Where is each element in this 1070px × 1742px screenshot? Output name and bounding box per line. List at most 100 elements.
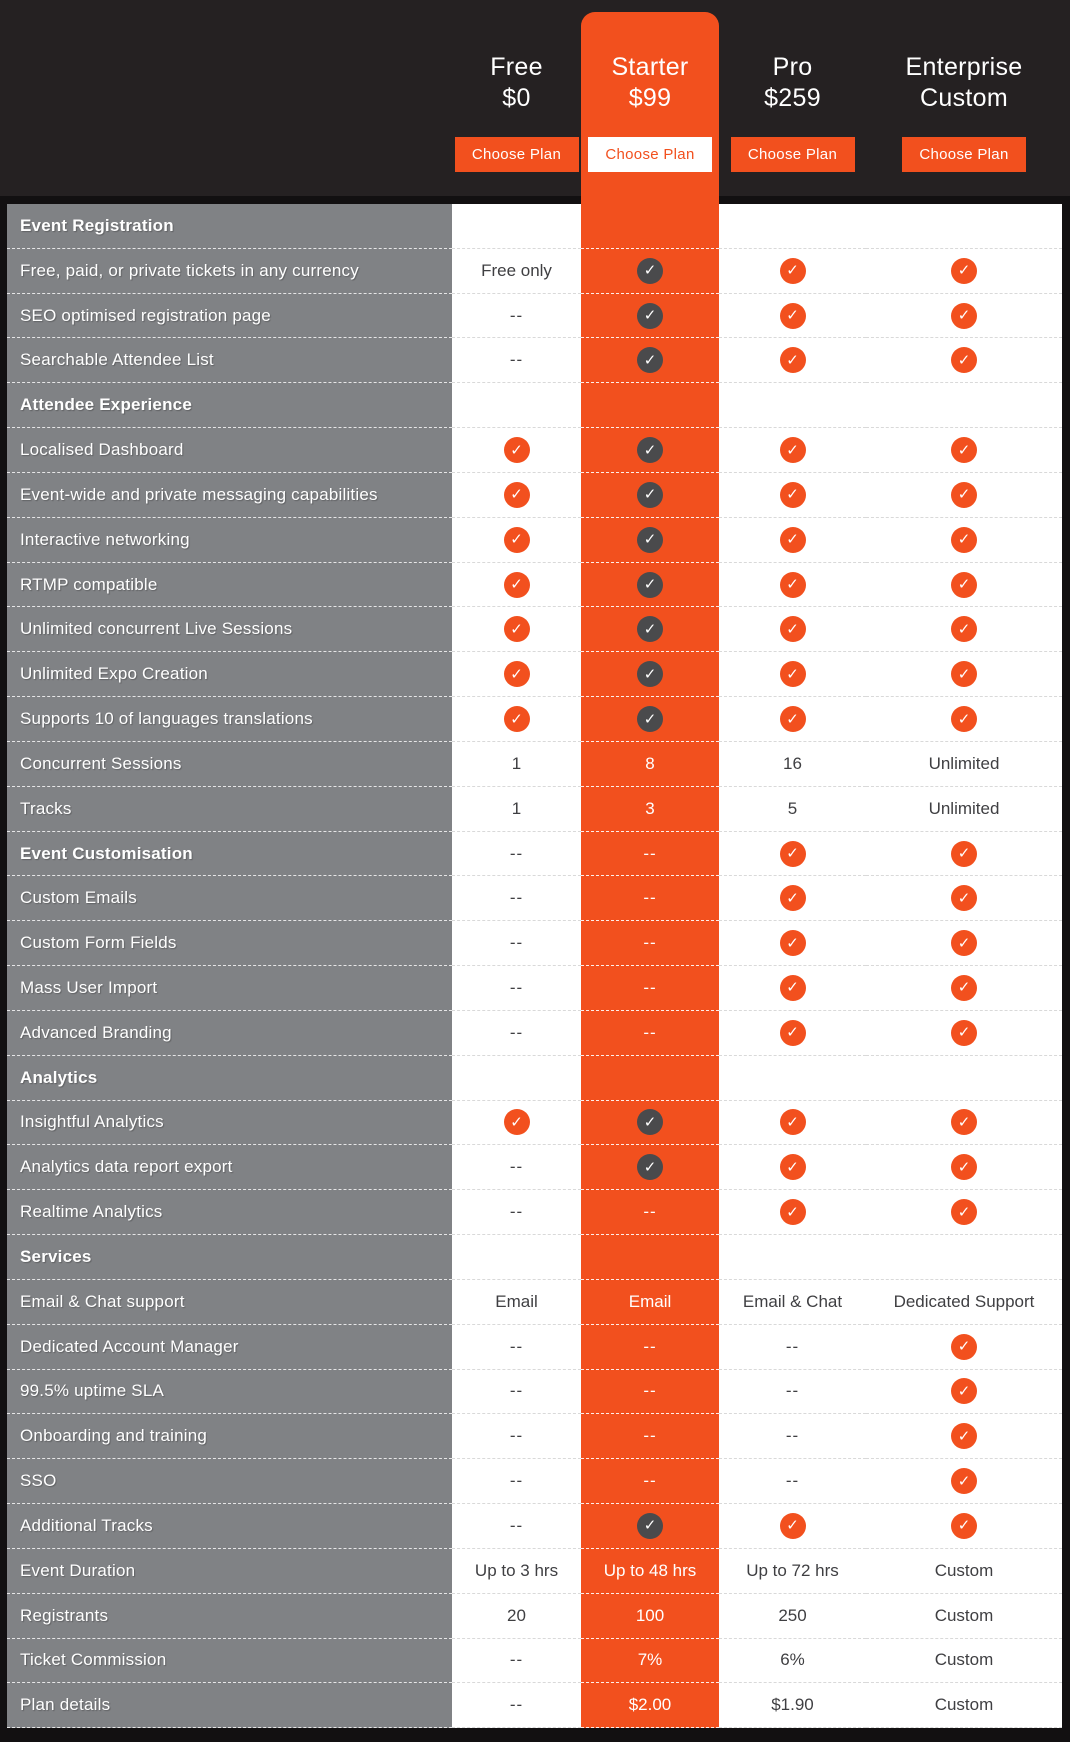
plan-value-cell: ✓ [452, 607, 581, 653]
plan-value-cell: -- [452, 1414, 581, 1460]
feature-row: SEO optimised registration page -- ✓ ✓ ✓ [7, 293, 1062, 339]
feature-row: Email & Chat support Email Email Email & Ch… [7, 1279, 1062, 1325]
value-text: Email & Chat [742, 1291, 843, 1311]
plan-value-cell: 100 [581, 1593, 719, 1639]
plan-value-cell [866, 383, 1062, 429]
check-icon: ✓ [951, 571, 977, 598]
plan-value-cell: ✓ [866, 1145, 1062, 1191]
plan-value-cell: ✓ [581, 428, 719, 473]
plan-value-cell: ✓ [719, 652, 866, 698]
plan-value-cell: ✓ [719, 248, 866, 294]
plan-value-cell: ✓ [719, 831, 866, 877]
plan-value-cell [719, 204, 866, 249]
check-icon: ✓ [779, 706, 806, 733]
feature-label: Realtime Analytics [7, 1190, 452, 1236]
plan-value-cell: -- [581, 1459, 719, 1505]
plan-value-cell: ✓ [452, 517, 581, 563]
not-included-dashes: -- [643, 1336, 657, 1356]
plan-header-enterprise: Enterprise Custom Choose Plan [866, 0, 1062, 196]
choose-plan-button-pro[interactable]: Choose Plan [730, 137, 855, 172]
check-icon: ✓ [637, 1109, 663, 1136]
choose-plan-button-enterprise[interactable]: Choose Plan [902, 137, 1026, 172]
feature-row: Realtime Analytics -- -- ✓ ✓ [7, 1190, 1062, 1236]
check-icon: ✓ [951, 974, 977, 1001]
plan-value-cell: Custom [866, 1683, 1062, 1729]
plan-value-cell: ✓ [581, 652, 719, 698]
value-text: 8 [645, 753, 655, 773]
section-title: Analytics [7, 1055, 452, 1101]
check-icon: ✓ [503, 616, 530, 643]
section-title: Event Customisation [7, 831, 452, 877]
plan-value-cell: ✓ [719, 1190, 866, 1236]
check-icon: ✓ [779, 526, 806, 553]
not-included-dashes: -- [509, 888, 524, 908]
check-icon: ✓ [951, 1154, 977, 1181]
check-icon: ✓ [779, 347, 806, 374]
plan-value-cell: ✓ [719, 1100, 866, 1146]
choose-plan-button-starter[interactable]: Choose Plan [588, 137, 712, 172]
plan-value-cell [581, 204, 719, 249]
check-icon: ✓ [503, 437, 530, 464]
check-icon: ✓ [637, 1154, 663, 1181]
feature-row: Custom Form Fields -- -- ✓ ✓ [7, 921, 1062, 967]
not-included-dashes: -- [509, 1381, 524, 1401]
plan-value-cell: ✓ [581, 338, 719, 384]
plan-value-cell: ✓ [581, 293, 719, 339]
feature-row: Unlimited concurrent Live Sessions ✓ ✓ ✓ ✓ [7, 607, 1062, 653]
plan-value-cell: Free only [452, 248, 581, 294]
plan-value-cell: Unlimited [866, 741, 1062, 787]
plan-value-cell: 3 [581, 786, 719, 832]
value-text: Email [628, 1291, 672, 1311]
feature-row: Localised Dashboard ✓ ✓ ✓ ✓ [7, 428, 1062, 473]
check-icon: ✓ [637, 302, 663, 329]
feature-row: Insightful Analytics ✓ ✓ ✓ ✓ [7, 1100, 1062, 1146]
plan-value-cell [581, 1235, 719, 1280]
feature-row: RTMP compatible ✓ ✓ ✓ ✓ [7, 562, 1062, 608]
plan-value-cell: 250 [719, 1593, 866, 1639]
section-title: Attendee Experience [7, 383, 452, 429]
not-included-dashes: -- [509, 350, 524, 370]
plan-value-cell: -- [452, 1459, 581, 1505]
section-row: Event Customisation -- -- ✓ ✓ [7, 831, 1062, 877]
plan-value-cell: ✓ [581, 607, 719, 653]
feature-label: Unlimited concurrent Live Sessions [7, 607, 452, 653]
feature-row: 99.5% uptime SLA -- -- -- ✓ [7, 1369, 1062, 1415]
feature-label: Additional Tracks [7, 1504, 452, 1549]
check-icon: ✓ [503, 526, 530, 553]
not-included-dashes: -- [509, 933, 524, 953]
plan-value-cell: ✓ [866, 607, 1062, 653]
check-icon: ✓ [951, 257, 977, 284]
plan-value-cell: -- [719, 1369, 866, 1415]
plan-value-cell: ✓ [719, 966, 866, 1011]
plan-value-cell: ✓ [866, 472, 1062, 518]
feature-label: SEO optimised registration page [7, 293, 452, 339]
check-icon: ✓ [779, 257, 806, 284]
plan-value-cell: -- [581, 1010, 719, 1056]
plan-value-cell: Unlimited [866, 786, 1062, 832]
value-text: Custom [934, 1560, 994, 1580]
not-included-dashes: -- [785, 1426, 800, 1446]
check-icon: ✓ [779, 1109, 806, 1136]
not-included-dashes: -- [643, 1471, 657, 1491]
value-text: Email [495, 1291, 538, 1311]
check-icon: ✓ [637, 257, 663, 284]
feature-label: Localised Dashboard [7, 428, 452, 473]
plan-name: Pro [772, 53, 813, 81]
check-icon: ✓ [637, 1512, 663, 1539]
choose-plan-button-free[interactable]: Choose Plan [454, 137, 579, 172]
plan-value-cell: Custom [866, 1593, 1062, 1639]
check-icon: ✓ [779, 1512, 806, 1539]
plan-value-cell: -- [452, 831, 581, 877]
plan-value-cell: -- [452, 293, 581, 339]
plan-value-cell: -- [452, 338, 581, 384]
value-text: 3 [645, 798, 655, 818]
plan-value-cell: ✓ [866, 876, 1062, 922]
not-included-dashes: -- [509, 305, 524, 325]
check-icon: ✓ [951, 930, 977, 957]
check-icon: ✓ [503, 481, 530, 508]
plan-name: Enterprise [905, 53, 1023, 81]
plan-value-cell: ✓ [452, 472, 581, 518]
plan-value-cell: Email [581, 1279, 719, 1325]
plan-value-cell: Email [452, 1279, 581, 1325]
plan-value-cell: ✓ [719, 1145, 866, 1191]
